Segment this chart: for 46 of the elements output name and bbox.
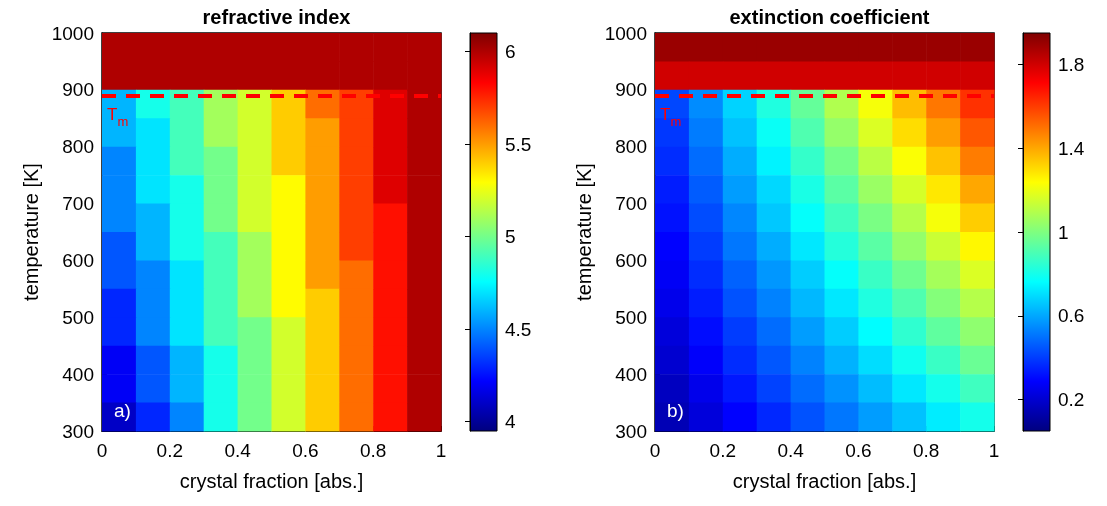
y-tick-label: 400 xyxy=(615,363,647,385)
x-tick-label: 0.6 xyxy=(845,440,872,461)
y-tick-label: 900 xyxy=(615,79,647,101)
y-tick-label: 600 xyxy=(62,249,94,271)
color-bar-label: 5.5 xyxy=(505,133,532,155)
x-tick-label: 0.4 xyxy=(777,440,805,461)
y-tick-label: 1000 xyxy=(604,22,647,44)
annotation: a) xyxy=(114,400,131,421)
color-bar-label: 1.4 xyxy=(1058,137,1085,159)
y-tick-label: 400 xyxy=(62,363,94,385)
y-axis-title: temperature [K] xyxy=(572,163,595,301)
x-tick-label: 0.2 xyxy=(156,440,184,461)
x-tick-label: 0.6 xyxy=(292,440,319,461)
x-tick-label: 0 xyxy=(96,440,108,461)
y-tick-label: 300 xyxy=(62,420,94,442)
chart-title: extinction coefficient xyxy=(729,6,930,28)
color-bar-label: 0.2 xyxy=(1058,389,1085,411)
y-tick-label: 600 xyxy=(615,249,647,271)
x-tick-label: 0 xyxy=(649,440,661,461)
color-bar-label: 5 xyxy=(505,226,516,248)
y-tick-label: 500 xyxy=(615,306,647,328)
annotation: b) xyxy=(667,400,684,421)
x-tick-label: 0.2 xyxy=(709,440,737,461)
color-bar-label: 4 xyxy=(505,411,516,433)
color-bar-label: 0.6 xyxy=(1058,305,1085,327)
x-tick-label: 1 xyxy=(988,440,1000,461)
x-axis-title: crystal fraction [abs.] xyxy=(179,470,364,492)
color-bar-label: 1 xyxy=(1058,221,1069,243)
x-axis-title: crystal fraction [abs.] xyxy=(732,470,917,492)
x-tick-label: 0.4 xyxy=(224,440,252,461)
y-tick-label: 800 xyxy=(62,136,94,158)
y-tick-label: 900 xyxy=(62,79,94,101)
x-tick-label: 0.8 xyxy=(359,440,387,461)
color-bar-label: 6 xyxy=(505,41,516,63)
y-axis-title: temperature [K] xyxy=(19,163,42,301)
x-tick-label: 0.8 xyxy=(912,440,940,461)
y-tick-label: 300 xyxy=(615,420,647,442)
y-tick-label: 1000 xyxy=(51,22,94,44)
y-tick-label: 800 xyxy=(615,136,647,158)
color-bar-label: 4.5 xyxy=(505,318,532,340)
color-bar-label: 1.8 xyxy=(1058,53,1085,75)
y-tick-label: 500 xyxy=(62,306,94,328)
x-tick-label: 1 xyxy=(435,440,447,461)
y-tick-label: 700 xyxy=(615,193,647,215)
chart-title: refractive index xyxy=(202,6,351,28)
y-tick-label: 700 xyxy=(62,193,94,215)
